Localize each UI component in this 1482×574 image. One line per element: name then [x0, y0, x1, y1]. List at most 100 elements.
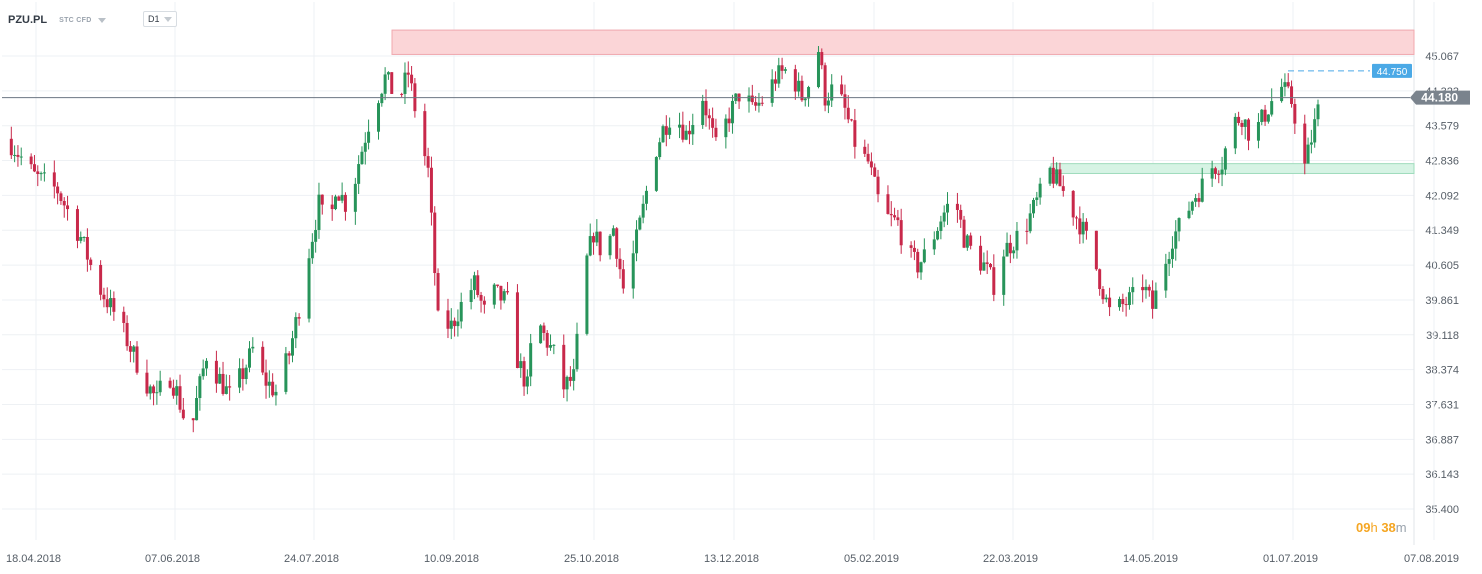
timer-minutes-unit: m — [1395, 520, 1407, 535]
bear-candle — [850, 119, 854, 121]
bull-candle — [456, 321, 460, 327]
timer-minutes: 38 — [1381, 520, 1396, 535]
y-tick-label: 39.118 — [1426, 330, 1459, 342]
bull-candle — [1177, 218, 1181, 232]
bull-candle — [678, 124, 682, 128]
bear-candle — [446, 310, 450, 329]
bull-candle — [1223, 148, 1227, 170]
bull-candle — [158, 380, 162, 393]
bear-candle — [1237, 116, 1241, 123]
bull-candle — [1118, 298, 1122, 308]
bull-candle — [1306, 144, 1310, 164]
bear-candle — [59, 193, 63, 201]
timer-hours: 09 — [1356, 520, 1371, 535]
bull-candle — [826, 100, 830, 106]
bull-candle — [982, 262, 986, 271]
bear-candle — [889, 213, 893, 216]
bull-candle — [1260, 109, 1264, 123]
bear-candle — [287, 353, 291, 356]
bear-candle — [866, 153, 870, 162]
bull-candle — [539, 325, 543, 344]
bear-candle — [979, 245, 983, 271]
bull-candle — [353, 183, 357, 212]
bear-candle — [793, 69, 797, 92]
bull-candle — [939, 221, 943, 231]
bull-candle — [816, 52, 820, 88]
bull-candle — [730, 100, 734, 124]
bull-candle — [1256, 122, 1260, 141]
bear-candle — [122, 311, 126, 323]
bear-candle — [704, 100, 708, 116]
bull-candle — [449, 320, 453, 329]
bear-candle — [1008, 242, 1012, 254]
bear-candle — [545, 332, 549, 348]
bull-candle — [777, 65, 781, 84]
bear-candle — [750, 95, 754, 103]
bear-candle — [840, 84, 844, 95]
bull-candle — [1081, 221, 1085, 235]
bear-candle — [168, 380, 172, 388]
bull-candle — [360, 151, 364, 165]
bull-candle — [1127, 292, 1131, 305]
bull-candle — [519, 361, 523, 369]
bear-candle — [496, 284, 500, 286]
x-tick-label: 07.06.2018 — [145, 553, 200, 565]
bear-candle — [221, 373, 225, 394]
bear-candle — [664, 126, 668, 135]
y-tick-label: 36.143 — [1425, 469, 1459, 481]
bull-candle — [1313, 119, 1317, 143]
bear-candle — [992, 267, 996, 295]
bear-candle — [32, 164, 36, 172]
bear-candle — [343, 194, 347, 212]
bull-candle — [383, 74, 387, 94]
bear-candle — [1263, 109, 1267, 122]
bull-candle — [1220, 169, 1224, 175]
bear-candle — [916, 251, 920, 273]
bear-candle — [823, 65, 827, 106]
bear-candle — [955, 203, 959, 210]
bear-candle — [754, 102, 758, 106]
timer-hours-unit: h — [1370, 520, 1378, 535]
bull-candle — [1170, 248, 1174, 260]
x-tick-label: 07.08.2019 — [1404, 553, 1459, 565]
timeframe-select[interactable]: D1 — [143, 11, 177, 27]
y-tick-label: 39.861 — [1425, 295, 1459, 307]
bear-candle — [853, 120, 857, 147]
bear-candle — [125, 322, 129, 347]
bear-candle — [320, 194, 324, 205]
bull-candle — [340, 194, 344, 201]
candle-countdown-timer: 09h 38m — [1356, 520, 1407, 535]
bear-candle — [1094, 230, 1098, 270]
instrument-dropdown-chevron-icon[interactable] — [97, 17, 106, 23]
bull-candle — [274, 391, 278, 396]
instrument-header: PZU.PL STC CFD — [8, 10, 106, 30]
bull-candle — [654, 157, 658, 191]
bear-candle — [426, 156, 430, 168]
bear-candle — [760, 102, 764, 104]
bull-candle — [267, 381, 271, 386]
bull-candle — [1233, 116, 1237, 149]
bull-candle — [284, 353, 288, 392]
bear-candle — [568, 376, 572, 381]
y-tick-label: 41.349 — [1425, 225, 1459, 237]
bull-candle — [922, 249, 926, 263]
bull-candle — [459, 301, 463, 322]
bear-candle — [62, 200, 66, 206]
y-tick-label: 38.374 — [1425, 365, 1459, 377]
bear-candle — [886, 194, 890, 214]
bear-candle — [105, 299, 109, 308]
bear-candle — [75, 209, 79, 241]
bear-candle — [178, 386, 182, 410]
bear-candle — [515, 292, 519, 369]
timeframe-label: D1 — [148, 14, 160, 24]
y-tick-label: 40.605 — [1425, 260, 1459, 272]
bear-candle — [727, 118, 731, 124]
bull-candle — [1283, 82, 1287, 87]
bear-candle — [959, 209, 963, 220]
bull-candle — [945, 203, 949, 213]
bull-candle — [198, 376, 202, 399]
bull-candle — [244, 367, 248, 380]
bull-candle — [132, 346, 136, 352]
bull-candle — [608, 235, 612, 256]
